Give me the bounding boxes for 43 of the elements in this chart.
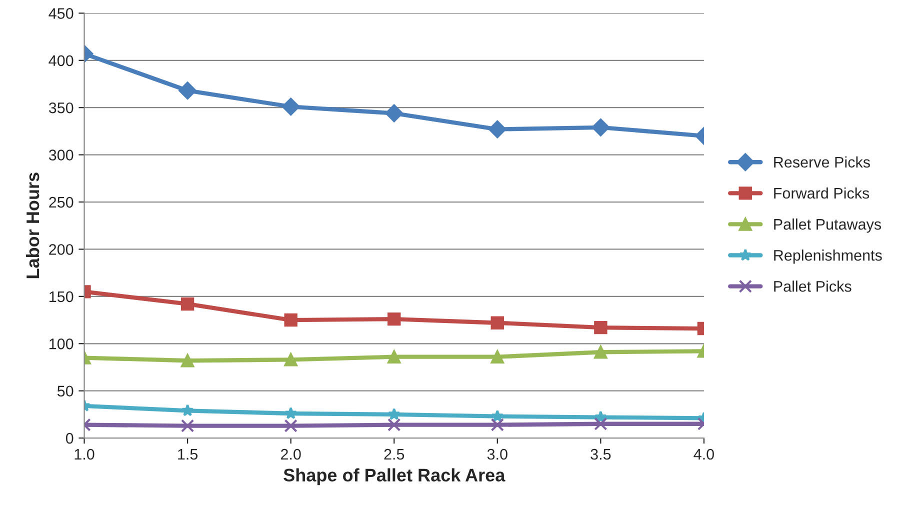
point [592, 118, 610, 136]
y-tick-label: 0 [66, 432, 74, 444]
x-axis-title: Shape of Pallet Rack Area [284, 468, 506, 486]
legend-label: Forward Picks [774, 187, 870, 199]
y-tick-label: 200 [49, 244, 74, 255]
legend-label: Pallet Putaways [774, 218, 882, 233]
y-tick-label: 150 [50, 291, 74, 302]
legend-label: Pallet Picks [774, 280, 852, 292]
x-tick-label: 3.0 [487, 448, 508, 460]
x-tick-label: 1.5 [178, 449, 198, 460]
point [388, 408, 400, 420]
x-tick-label: 4.0 [694, 448, 714, 460]
point [284, 406, 298, 420]
y-axis-title: Labor Hours [26, 172, 40, 278]
point [282, 98, 300, 116]
point [388, 312, 401, 326]
point [385, 104, 404, 122]
point [284, 353, 298, 366]
y-tick-label: 250 [49, 196, 74, 208]
point [488, 120, 506, 138]
point [284, 419, 298, 432]
legend-label: Reserve Picks [774, 156, 870, 168]
point [490, 418, 504, 432]
point [284, 313, 298, 327]
point [594, 417, 608, 430]
x-tick-label: 1.0 [74, 448, 94, 460]
point [388, 418, 401, 432]
point [388, 350, 401, 364]
legend-label: Replenishments [774, 250, 882, 264]
y-tick-label: 50 [57, 386, 74, 397]
point [490, 350, 504, 364]
point [594, 346, 608, 359]
y-tick-label: 100 [50, 338, 74, 350]
x-tick-label: 3.5 [590, 448, 611, 460]
y-tick-label: 400 [48, 55, 74, 66]
point [490, 316, 504, 330]
point [491, 410, 504, 422]
point [594, 320, 608, 334]
x-tick-label: 2.0 [280, 448, 301, 460]
y-tick-label: 450 [48, 8, 74, 19]
x-tick-label: 2.5 [384, 448, 404, 460]
y-tick-label: 350 [48, 102, 74, 114]
y-tick-label: 300 [48, 150, 74, 160]
